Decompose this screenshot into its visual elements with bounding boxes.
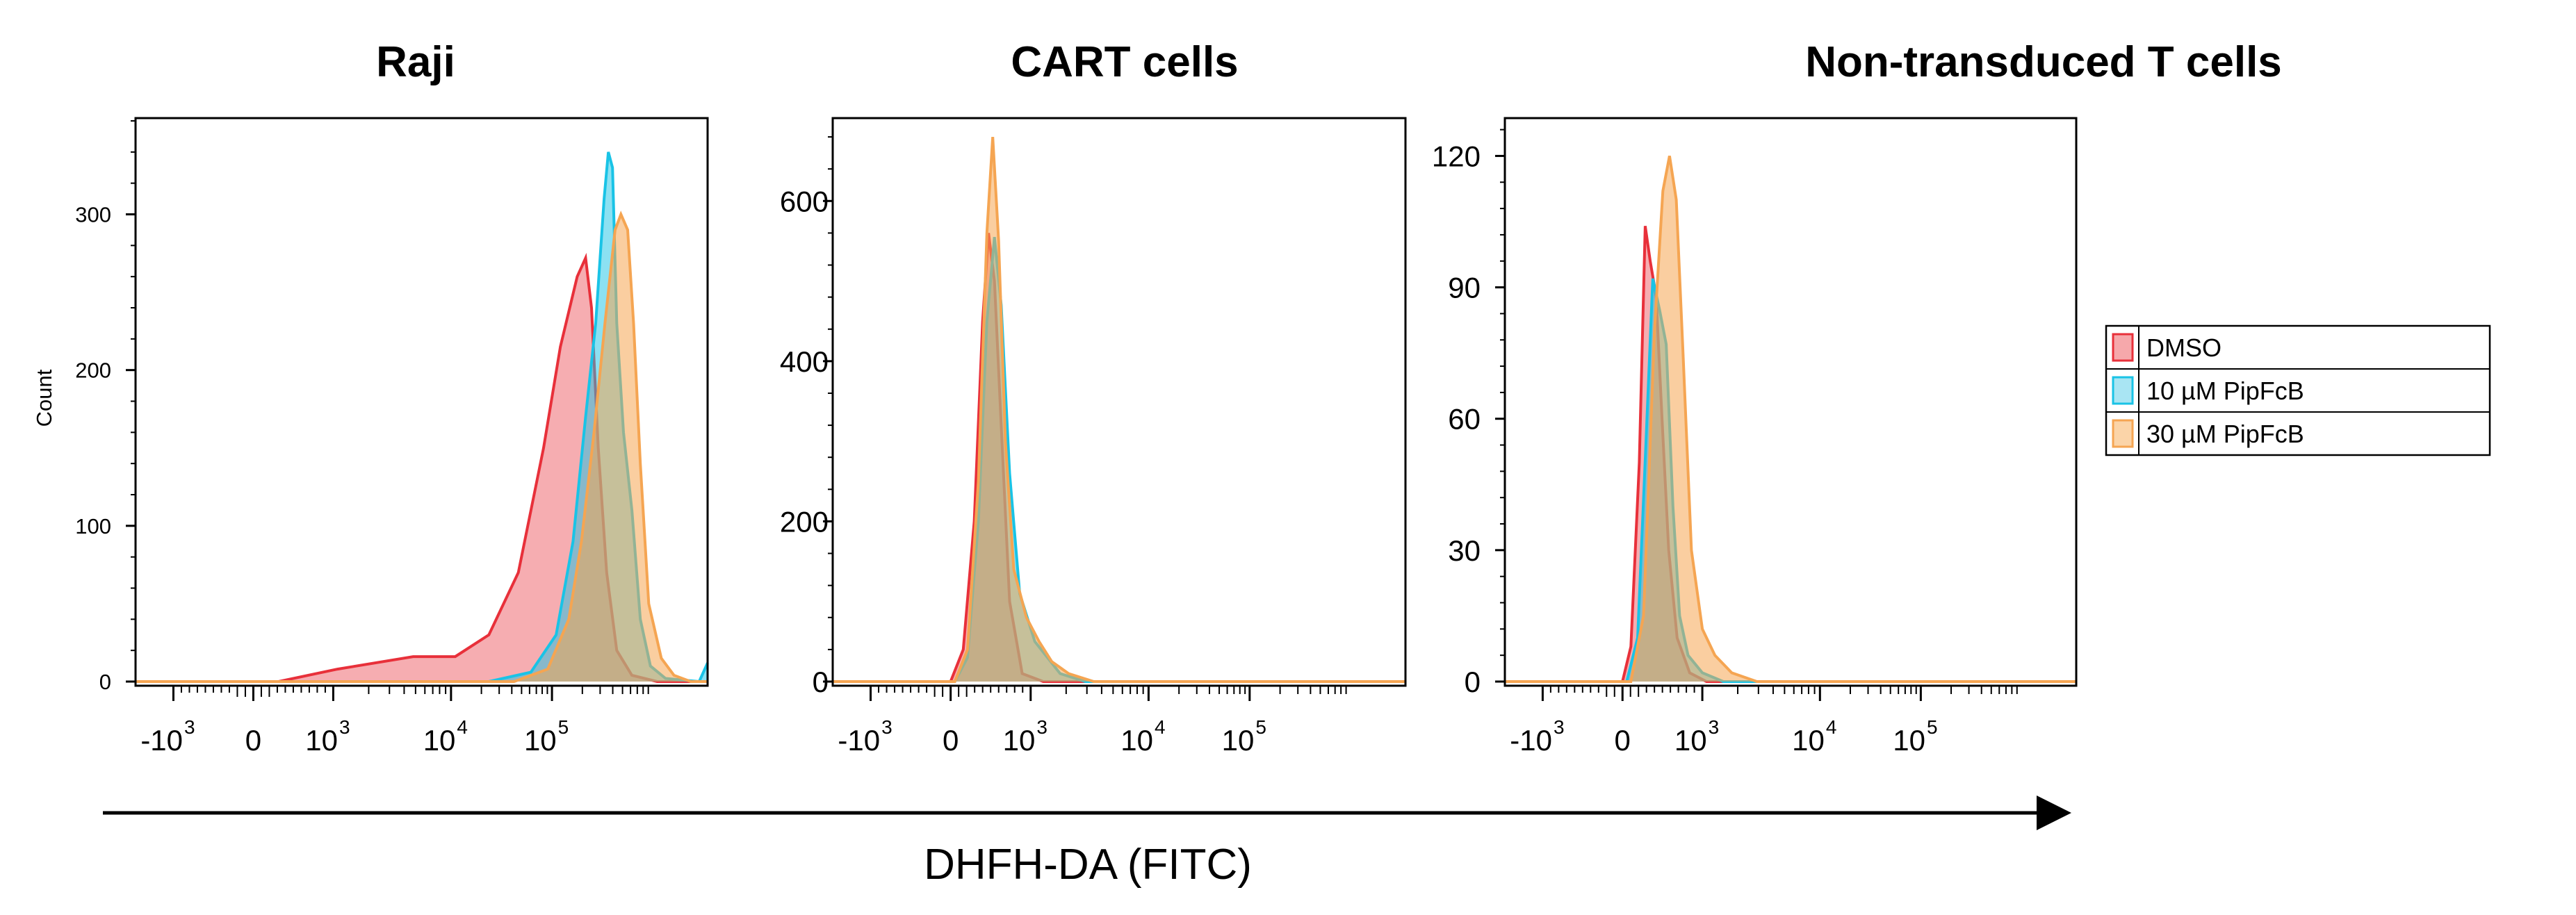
panel-title-raji: Raji [376, 38, 455, 86]
x-tick-exponent: 4 [1826, 716, 1837, 738]
y-axis-label: Count [32, 369, 56, 427]
histogram-fill-30um [833, 137, 1405, 682]
x-tick-exponent: 3 [881, 716, 892, 738]
x-tick-label: 105 [1893, 716, 1937, 757]
y-tick-label: 600 [780, 185, 829, 217]
legend-label-10um: 10 µM PipFcB [2146, 377, 2304, 405]
x-tick-label: 103 [1674, 716, 1719, 757]
legend-frame [2105, 324, 2491, 456]
plot-frame [831, 117, 1407, 687]
histogram-fill-30um [136, 214, 708, 682]
histogram-line-10um [833, 237, 1405, 683]
y-tick-label: 200 [780, 505, 829, 538]
x-tick-label: 105 [1222, 716, 1266, 757]
y-tick-label: 100 [75, 514, 111, 538]
y-tick-label: 0 [1465, 666, 1481, 698]
panel-title-cart: CART cells [1011, 38, 1238, 86]
y-tick-label: 200 [75, 358, 111, 383]
y-tick-label: 300 [75, 203, 111, 227]
histogram-line-30um [136, 211, 708, 683]
x-tick-label: 0 [943, 724, 959, 757]
histogram-fill-dmso [833, 233, 1405, 682]
histogram-fill-10um [1505, 279, 2076, 682]
x-tick-exponent: 4 [1155, 716, 1166, 738]
histogram-line-dmso [1505, 226, 2076, 683]
x-tick-label: -103 [1510, 716, 1564, 757]
x-tick-label: 104 [423, 716, 468, 757]
histogram-fill-10um [136, 151, 708, 682]
x-tick-exponent: 4 [457, 716, 468, 738]
legend-label-30um: 30 µM PipFcB [2146, 420, 2304, 448]
x-tick-exponent: 5 [1927, 716, 1938, 738]
x-tick-label: -103 [140, 716, 195, 757]
legend-label-dmso: DMSO [2146, 333, 2222, 362]
x-tick-label: 104 [1120, 716, 1165, 757]
x-tick-exponent: 3 [1036, 716, 1047, 738]
y-tick-label: 400 [780, 345, 829, 378]
histogram-fill-dmso [1505, 226, 2076, 682]
y-tick-label: 30 [1448, 534, 1481, 567]
legend-swatch-30um [2112, 419, 2134, 448]
x-tick-exponent: 3 [184, 716, 195, 738]
histogram-panel-raji: 0 100 200 300 -103 0 103 104 105 [75, 117, 709, 757]
histogram-panel-cart: 0 200 400 600 -103 0 103 104 105 [780, 117, 1407, 757]
x-tick-exponent: 5 [558, 716, 569, 738]
histogram-line-10um [1505, 278, 2076, 683]
x-axis-label: DHFH-DA (FITC) [924, 841, 1252, 889]
legend-swatch-10um [2112, 376, 2134, 405]
x-tick-label: 103 [305, 716, 350, 757]
x-tick-label: -103 [838, 716, 892, 757]
plot-frame [1503, 117, 2078, 687]
panel-title-nontransduced: Non-transduced T cells [1805, 38, 2282, 86]
y-tick-label: 120 [1432, 140, 1481, 172]
legend-swatch-dmso [2112, 333, 2134, 362]
histogram-fill-dmso [136, 258, 708, 682]
histogram-line-dmso [833, 233, 1405, 683]
x-tick-label: 0 [245, 724, 261, 757]
x-tick-exponent: 3 [1709, 716, 1720, 738]
histogram-line-30um [1505, 156, 2076, 683]
x-tick-label: 103 [1003, 716, 1047, 757]
y-tick-label: 0 [813, 666, 829, 698]
y-tick-label: 90 [1448, 272, 1481, 304]
x-tick-exponent: 5 [1255, 716, 1266, 738]
x-tick-label: 104 [1792, 716, 1836, 757]
y-tick-label: 0 [99, 670, 111, 694]
histogram-line-30um [833, 136, 1405, 683]
x-tick-label: 0 [1615, 724, 1631, 757]
legend: DMSO 10 µM PipFcB 30 µM PipFcB [2105, 324, 2491, 456]
x-tick-label: 105 [524, 716, 569, 757]
histogram-panel-nontransduced: 0 30 60 90 120 -103 0 103 104 105 [1432, 117, 2078, 757]
x-tick-exponent: 3 [1554, 716, 1565, 738]
histogram-fill-30um [1505, 156, 2076, 682]
y-tick-label: 60 [1448, 403, 1481, 436]
x-tick-exponent: 3 [339, 716, 350, 738]
histogram-fill-10um [833, 237, 1405, 682]
